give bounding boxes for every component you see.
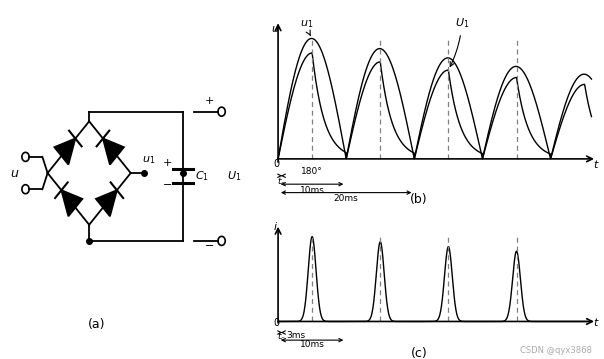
Text: (c): (c) bbox=[411, 347, 428, 359]
Text: 20ms: 20ms bbox=[334, 194, 359, 203]
Text: (b): (b) bbox=[410, 194, 428, 206]
Polygon shape bbox=[62, 190, 82, 216]
Text: $t$: $t$ bbox=[593, 316, 600, 328]
Text: −: − bbox=[163, 180, 172, 190]
Text: 3ms: 3ms bbox=[286, 331, 305, 340]
Text: 0: 0 bbox=[273, 318, 280, 328]
Text: $i$: $i$ bbox=[273, 220, 278, 232]
Text: 180°: 180° bbox=[301, 167, 323, 176]
Text: +: + bbox=[163, 158, 172, 168]
Text: $t_c$: $t_c$ bbox=[277, 330, 286, 343]
Text: $t$: $t$ bbox=[593, 158, 600, 170]
Text: $C_1$: $C_1$ bbox=[195, 169, 209, 183]
Text: 10ms: 10ms bbox=[300, 340, 324, 349]
Text: $u$: $u$ bbox=[271, 24, 280, 34]
Text: +: + bbox=[205, 95, 214, 106]
Text: 10ms: 10ms bbox=[300, 186, 324, 195]
Text: $u_1$: $u_1$ bbox=[143, 154, 156, 166]
Polygon shape bbox=[96, 190, 117, 216]
Polygon shape bbox=[54, 139, 76, 164]
Text: $U_1$: $U_1$ bbox=[450, 17, 469, 66]
Text: CSDN @qyx3868: CSDN @qyx3868 bbox=[520, 346, 592, 355]
Text: $U_1$: $U_1$ bbox=[226, 169, 241, 183]
Text: $u_1$: $u_1$ bbox=[300, 18, 313, 36]
Text: −: − bbox=[205, 241, 214, 251]
Text: $t_c$: $t_c$ bbox=[277, 175, 286, 188]
Polygon shape bbox=[103, 139, 124, 164]
Text: (a): (a) bbox=[88, 318, 106, 331]
Text: 0: 0 bbox=[273, 159, 280, 169]
Text: $u$: $u$ bbox=[10, 167, 20, 180]
